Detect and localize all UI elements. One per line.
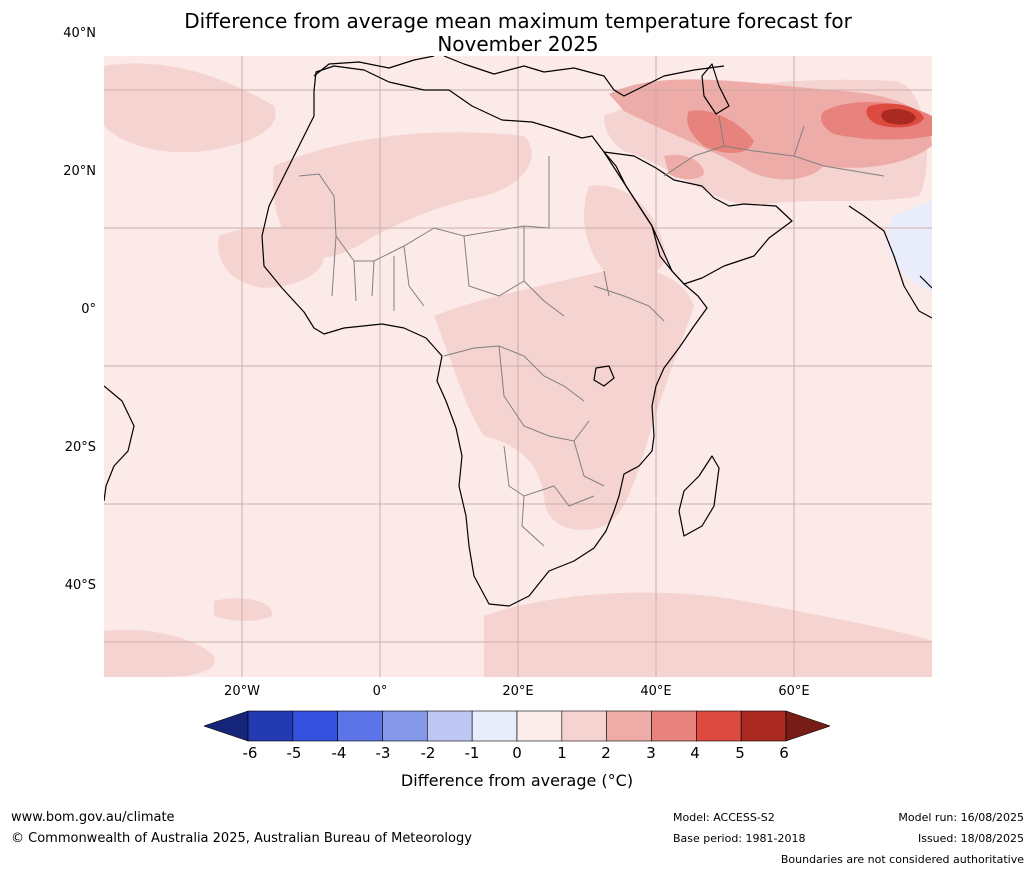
colorbar-tick-6: 6 <box>779 744 789 762</box>
lon-label-40e: 40°E <box>640 684 672 699</box>
colorbar-bin <box>740 710 787 742</box>
footer-issued: Issued: 18/08/2025 <box>917 832 1024 845</box>
map-title-line1: Difference from average mean maximum tem… <box>184 9 852 33</box>
coastline-caspian <box>701 63 730 115</box>
colorbar-tick-neg4: -4 <box>331 744 347 762</box>
colorbar-title: Difference from average (°C) <box>400 771 634 790</box>
forecast-map <box>104 56 932 677</box>
colorbar-bin <box>606 710 652 742</box>
colorbar <box>204 710 830 742</box>
colorbar-tick-1: 1 <box>557 744 567 762</box>
lat-label-20n: 20°N <box>63 164 96 179</box>
colorbar-bin <box>382 710 428 742</box>
colorbar-tick-4: 4 <box>690 744 700 762</box>
footer-copyright: © Commonwealth of Australia 2025, Austra… <box>11 831 472 846</box>
anomaly-region-southern-ocean <box>484 592 932 677</box>
colorbar-bin <box>696 710 742 742</box>
anomaly-5-6-regions <box>881 108 916 125</box>
footer-base-period: Base period: 1981-2018 <box>673 832 806 845</box>
anomaly-region-afghanistan <box>687 110 754 153</box>
colorbar-tick-3: 3 <box>646 744 656 762</box>
coastline-south-america <box>104 385 135 502</box>
anomaly-region-arabian-sea-east <box>887 201 932 291</box>
border-segment-5 <box>503 440 605 547</box>
anomaly-region-hotspot <box>881 108 916 125</box>
border-segment-7 <box>663 115 885 177</box>
colorbar-bin <box>337 710 383 742</box>
footer-disclaimer: Boundaries are not considered authoritat… <box>780 853 1024 866</box>
colorbar-bin <box>427 710 473 742</box>
lat-label-40n: 40°N <box>63 26 96 41</box>
colorbar-tick-neg1: -1 <box>464 744 480 762</box>
lat-label-20s: 20°S <box>64 440 96 455</box>
lon-label-20e: 20°E <box>502 684 534 699</box>
footer-model-run: Model run: 16/08/2025 <box>898 811 1024 824</box>
colorbar-bin <box>292 710 338 742</box>
colorbar-arrow-high <box>785 710 830 742</box>
colorbar-bin <box>471 710 518 742</box>
lat-label-0: 0° <box>81 302 96 317</box>
coastline-india <box>848 205 932 319</box>
anomaly-region-atlantic-west <box>104 63 276 153</box>
map-gridlines <box>104 56 932 677</box>
anomaly-neg-1-0-regions <box>887 201 932 291</box>
lon-label-20w: 20°W <box>224 684 260 699</box>
country-borders <box>298 115 885 547</box>
anomaly-region-central-africa <box>434 267 694 530</box>
anomaly-region-arabia <box>584 185 666 278</box>
anomaly-1-2-regions <box>104 63 932 677</box>
colorbar-tick-neg5: -5 <box>286 744 302 762</box>
footer-website: www.bom.gov.au/climate <box>11 810 175 825</box>
coastline-arabia <box>603 151 793 285</box>
map-title-line2: November 2025 <box>437 32 599 56</box>
lat-label-40s: 40°S <box>64 578 96 593</box>
colorbar-tick-neg3: -3 <box>375 744 391 762</box>
coastline-lake-victoria <box>593 365 615 387</box>
anomaly-region-mesopotamia <box>664 154 704 180</box>
border-segment-3 <box>331 235 395 311</box>
colorbar-bin <box>247 710 294 742</box>
coastline-europe-south <box>313 56 725 97</box>
border-segment-6 <box>593 270 665 322</box>
colorbar-tick-5: 5 <box>735 744 745 762</box>
lon-label-60e: 60°E <box>778 684 810 699</box>
colorbar-bin <box>651 710 697 742</box>
footer-model: Model: ACCESS-S2 <box>673 811 775 824</box>
colorbar-bin <box>561 710 607 742</box>
coastline-africa <box>261 65 708 607</box>
border-segment-4 <box>443 345 590 442</box>
lon-label-0: 0° <box>372 684 388 699</box>
coastline-madagascar <box>678 455 720 537</box>
anomaly-region-south-atlantic <box>214 598 273 621</box>
colorbar-tick-0: 0 <box>512 744 522 762</box>
colorbar-tick-neg2: -2 <box>420 744 436 762</box>
colorbar-arrow-low <box>204 710 249 742</box>
anomaly-region-sahel-west <box>218 227 325 288</box>
anomaly-region-north-africa <box>273 132 532 258</box>
coastlines <box>104 56 932 607</box>
colorbar-tick-2: 2 <box>601 744 611 762</box>
map-title: Difference from average mean maximum tem… <box>104 10 932 56</box>
colorbar-tick-neg6: -6 <box>242 744 258 762</box>
border-segment-2 <box>403 226 565 317</box>
colorbar-bin <box>516 710 563 742</box>
